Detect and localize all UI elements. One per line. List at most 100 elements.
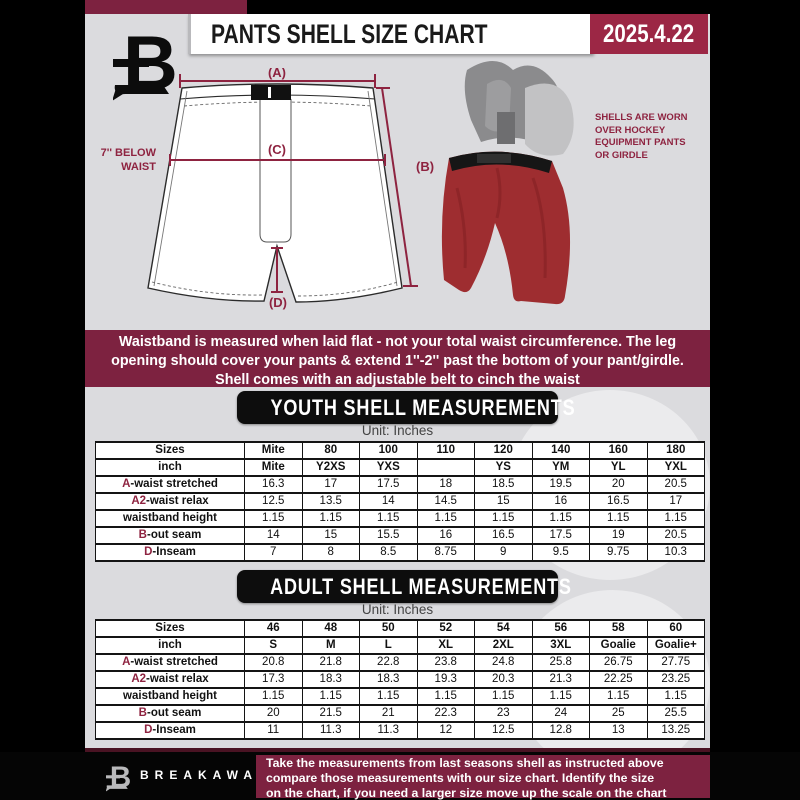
cell-value: 16.3 [244,475,303,494]
cell-value: 16 [531,492,590,511]
cell-value: 56 [531,619,590,638]
cell-value: 14.5 [416,492,475,511]
adult-section-header: ADULT SHELL MEASUREMENTS [237,570,571,603]
cell-value: 22.25 [589,670,648,689]
cell-value: 1.15 [244,687,303,706]
cell-value: 27.75 [646,653,705,672]
cell-value: 11.3 [301,721,360,740]
cell-value: 18.5 [474,475,533,494]
cell-value: 1.15 [474,509,533,528]
page-title-box: PANTS SHELL SIZE CHART [188,14,593,54]
table-row: B-out seam 20 21.5 21 22.3 23 24 25 25.5 [95,704,705,723]
cell-value: 80 [301,441,360,460]
row-label: inch [95,636,245,655]
table-row: inch Mite Y2XS YXS YS YM YL YXL [95,458,705,477]
date-badge: 2025.4.22 [590,14,708,54]
fly-panel [259,99,292,243]
adult-size-table: Sizes 46 48 50 52 54 56 58 60 inch S M L XL 2XL 3XL Goal… [95,619,705,740]
row-label: waistband height [95,509,245,528]
cell-value: 12.8 [531,721,590,740]
cell-value [416,458,475,477]
cell-value: 24.8 [474,653,533,672]
cell-value: YL [589,458,648,477]
cell-value: 20 [589,475,648,494]
top-accent-strip [85,0,247,14]
cell-value: 10.3 [646,543,705,562]
cell-value: 100 [359,441,418,460]
cell-value: 13.25 [646,721,705,740]
cell-value: 16.5 [474,526,533,545]
cell-value: 17.5 [359,475,418,494]
breakaway-logo-icon: B [112,21,185,116]
cell-value: Goalie+ [646,636,705,655]
cell-value: 24 [531,704,590,723]
row-label: D-Inseam [95,543,245,562]
cell-value: 1.15 [474,687,533,706]
cell-value: 8 [301,543,360,562]
cell-value: 1.15 [301,509,360,528]
youth-section-header: YOUTH SHELL MEASUREMENTS [237,391,575,424]
cell-value: 120 [474,441,533,460]
cell-value: 15.5 [359,526,418,545]
cell-value: 1.15 [416,509,475,528]
cell-value: 18.3 [359,670,418,689]
table-row: D-Inseam 7 8 8.5 8.75 9 9.5 9.75 10.3 [95,543,705,562]
cell-value: 7 [244,543,303,562]
shell-photo [441,61,574,305]
youth-size-table: Sizes Mite 80 100 110 120 140 160 180 inch Mite Y2X… [95,441,705,562]
cell-value: 46 [244,619,303,638]
cell-value: 23.25 [646,670,705,689]
cell-value: 13 [589,721,648,740]
cell-value: 20.5 [646,526,705,545]
label-c: (C) [268,142,286,157]
cell-value: 17 [646,492,705,511]
cell-value: 54 [474,619,533,638]
row-label: A-waist stretched [95,653,245,672]
cell-value: 52 [416,619,475,638]
cell-value: 25.5 [646,704,705,723]
cell-value: 17.3 [244,670,303,689]
footer-breakaway-logo-icon: B [105,760,134,800]
cell-value: 1.15 [244,509,303,528]
table-row: A2-waist relax 17.3 18.3 18.3 19.3 20.3 21.3 22… [95,670,705,689]
label-d: (D) [269,295,287,310]
cell-value: 8.5 [359,543,418,562]
cell-value: 26.75 [589,653,648,672]
cell-value: 1.15 [416,687,475,706]
cell-value: Mite [244,441,303,460]
cell-value: Goalie [589,636,648,655]
row-label: A-waist stretched [95,475,245,494]
table-row: Sizes 46 48 50 52 54 56 58 60 [95,619,705,638]
measurement-instructions-banner: Waistband is measured when laid flat - n… [85,330,710,388]
cell-value: 140 [531,441,590,460]
cell-value: 12.5 [474,721,533,740]
cell-value: 13.5 [301,492,360,511]
row-label: Sizes [95,441,245,460]
footer-instructions: Take the measurements from last seasons … [256,755,710,800]
cell-value: 16.5 [589,492,648,511]
cell-value: 11 [244,721,303,740]
cell-value: M [301,636,360,655]
label-b: (B) [416,159,434,174]
cell-value: 2XL [474,636,533,655]
cell-value: 14 [359,492,418,511]
row-label: inch [95,458,245,477]
footer-top-line [85,748,710,752]
cell-value: 15 [301,526,360,545]
cell-value: 1.15 [359,509,418,528]
label-a: (A) [268,68,286,80]
cell-value: S [244,636,303,655]
row-label: Sizes [95,619,245,638]
cell-value: YM [531,458,590,477]
cell-value: 1.15 [359,687,418,706]
adult-section-title: ADULT SHELL MEASUREMENTS [270,574,572,599]
cell-value: 19 [589,526,648,545]
cell-value: YS [474,458,533,477]
cell-value: Mite [244,458,303,477]
cell-value: 58 [589,619,648,638]
table-row: waistband height 1.15 1.15 1.15 1.15 1.15 1.15… [95,509,705,528]
cell-value: 25.8 [531,653,590,672]
row-label: A2-waist relax [95,670,245,689]
cell-value: 21.5 [301,704,360,723]
cell-value: 14 [244,526,303,545]
